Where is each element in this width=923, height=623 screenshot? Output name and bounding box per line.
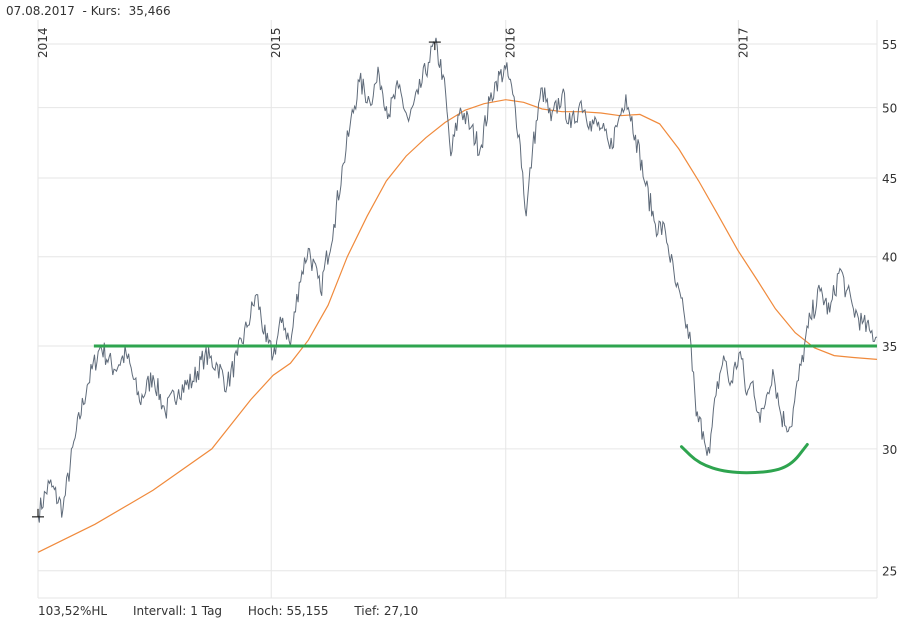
high-marker: [428, 41, 441, 51]
footer-intervall-value: 1 Tag: [190, 604, 223, 618]
low-marker: [32, 508, 44, 518]
y-tick-label-45: 45: [882, 172, 897, 186]
footer-hl-value: 103,52%HL: [38, 604, 108, 618]
x-tick-label-2014: 2014: [36, 27, 50, 58]
footer-tief-value: 27,10: [383, 604, 419, 618]
footer-tief: Tief: 27,10: [354, 604, 418, 618]
header-kurs-value: 35,466: [128, 4, 171, 18]
y-tick-label-35: 35: [882, 340, 897, 354]
grid: [37, 20, 878, 599]
price-series-line: [37, 37, 878, 523]
footer-hoch-value: 55,155: [286, 604, 329, 618]
chart-footer: 103,52%HL Intervall: 1 Tag Hoch: 55,155 Ti…: [38, 604, 440, 618]
x-tick-label-2015: 2015: [269, 27, 283, 58]
footer-hoch: Hoch: 55,155: [248, 604, 329, 618]
bowl-arc: [680, 443, 809, 475]
footer-intervall-label: Intervall:: [132, 604, 187, 618]
chart-header: 07.08.2017 - Kurs: 35,466: [6, 4, 175, 18]
header-kurs-label: - Kurs:: [82, 4, 121, 18]
x-tick-label-2017: 2017: [736, 27, 750, 58]
moving-average-line: [37, 99, 878, 553]
y-tick-label-25: 25: [882, 565, 897, 579]
axis-layer: 25 30 35 40 45 50 55 2014 2015 2016 2017: [36, 27, 897, 578]
footer-intervall[interactable]: Intervall: 1 Tag: [133, 604, 222, 618]
y-tick-label-40: 40: [882, 251, 897, 265]
footer-hl: 103,52%HL: [38, 604, 107, 618]
y-tick-label-30: 30: [882, 443, 897, 457]
footer-hoch-label: Hoch:: [247, 604, 283, 618]
y-tick-label-50: 50: [882, 102, 897, 116]
footer-tief-label: Tief:: [354, 604, 380, 618]
x-tick-label-2016: 2016: [504, 27, 518, 58]
price-layer: [37, 37, 878, 523]
annotation-layer: [32, 41, 877, 518]
y-tick-label-55: 55: [882, 38, 897, 52]
header-date: 07.08.2017: [6, 4, 75, 18]
moving-average-layer: [37, 99, 878, 553]
